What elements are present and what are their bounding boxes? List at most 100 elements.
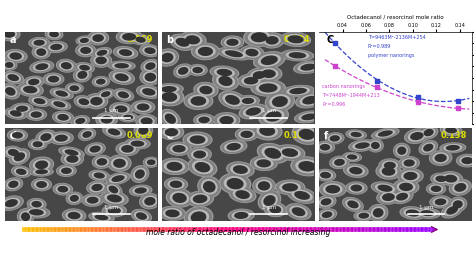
- Ellipse shape: [295, 111, 323, 123]
- Ellipse shape: [50, 87, 74, 100]
- Ellipse shape: [51, 88, 73, 99]
- Ellipse shape: [6, 148, 21, 157]
- Ellipse shape: [281, 49, 314, 61]
- Ellipse shape: [16, 169, 27, 175]
- Ellipse shape: [287, 204, 310, 219]
- Ellipse shape: [259, 83, 277, 92]
- Ellipse shape: [349, 140, 375, 151]
- Ellipse shape: [105, 183, 122, 196]
- Ellipse shape: [10, 103, 34, 115]
- Ellipse shape: [140, 194, 160, 209]
- Ellipse shape: [342, 152, 362, 162]
- Ellipse shape: [287, 35, 304, 43]
- Ellipse shape: [101, 191, 128, 205]
- Ellipse shape: [241, 76, 261, 86]
- Ellipse shape: [352, 141, 373, 150]
- Ellipse shape: [82, 131, 92, 138]
- Ellipse shape: [18, 83, 43, 96]
- Ellipse shape: [105, 206, 123, 215]
- Ellipse shape: [160, 125, 183, 139]
- Ellipse shape: [237, 95, 259, 106]
- Ellipse shape: [261, 55, 278, 65]
- Ellipse shape: [167, 189, 192, 207]
- Ellipse shape: [115, 73, 129, 81]
- Ellipse shape: [91, 54, 111, 67]
- Ellipse shape: [322, 211, 332, 218]
- Ellipse shape: [30, 61, 53, 73]
- Ellipse shape: [3, 30, 15, 38]
- Ellipse shape: [287, 187, 317, 204]
- Ellipse shape: [113, 46, 138, 59]
- Ellipse shape: [216, 74, 235, 88]
- Ellipse shape: [294, 191, 310, 200]
- Ellipse shape: [136, 85, 162, 99]
- Ellipse shape: [375, 129, 395, 138]
- Ellipse shape: [318, 171, 333, 180]
- Ellipse shape: [45, 28, 64, 40]
- Ellipse shape: [203, 181, 216, 193]
- Ellipse shape: [76, 36, 92, 45]
- Ellipse shape: [135, 169, 145, 179]
- Ellipse shape: [7, 51, 24, 61]
- Ellipse shape: [24, 76, 44, 88]
- Ellipse shape: [180, 32, 205, 48]
- Ellipse shape: [323, 183, 343, 195]
- Ellipse shape: [261, 193, 278, 208]
- Ellipse shape: [33, 159, 50, 171]
- Ellipse shape: [423, 144, 433, 152]
- Ellipse shape: [147, 159, 155, 165]
- Ellipse shape: [21, 212, 30, 221]
- Ellipse shape: [441, 125, 462, 136]
- Ellipse shape: [191, 211, 206, 223]
- Ellipse shape: [182, 131, 213, 148]
- Ellipse shape: [96, 113, 117, 126]
- Ellipse shape: [28, 37, 50, 48]
- Ellipse shape: [28, 79, 39, 85]
- Ellipse shape: [131, 34, 150, 46]
- Ellipse shape: [255, 65, 283, 82]
- Ellipse shape: [414, 207, 441, 219]
- Ellipse shape: [109, 174, 127, 183]
- Ellipse shape: [57, 165, 76, 176]
- Ellipse shape: [285, 34, 307, 45]
- Ellipse shape: [3, 177, 23, 191]
- Ellipse shape: [285, 51, 310, 60]
- Ellipse shape: [400, 206, 426, 220]
- Ellipse shape: [85, 195, 100, 205]
- Ellipse shape: [282, 183, 298, 192]
- Text: b: b: [166, 34, 173, 45]
- Text: 1 μm: 1 μm: [262, 205, 276, 210]
- Text: C: C: [327, 34, 334, 45]
- Ellipse shape: [356, 211, 371, 220]
- Ellipse shape: [159, 206, 186, 221]
- Ellipse shape: [183, 92, 213, 110]
- Ellipse shape: [49, 99, 70, 110]
- Ellipse shape: [11, 103, 33, 114]
- Ellipse shape: [397, 168, 424, 184]
- Ellipse shape: [142, 46, 157, 55]
- Ellipse shape: [192, 67, 203, 73]
- Ellipse shape: [373, 208, 383, 217]
- Ellipse shape: [320, 144, 330, 151]
- Ellipse shape: [65, 210, 83, 221]
- Ellipse shape: [47, 98, 71, 110]
- Ellipse shape: [459, 156, 474, 165]
- Ellipse shape: [1, 84, 19, 99]
- Ellipse shape: [94, 214, 109, 220]
- Ellipse shape: [119, 144, 136, 154]
- Ellipse shape: [421, 142, 435, 153]
- Ellipse shape: [145, 62, 155, 70]
- Ellipse shape: [104, 193, 125, 204]
- Ellipse shape: [144, 197, 155, 206]
- Ellipse shape: [380, 192, 397, 202]
- Ellipse shape: [163, 112, 178, 126]
- Ellipse shape: [280, 32, 311, 47]
- Ellipse shape: [91, 155, 112, 169]
- Ellipse shape: [240, 97, 256, 105]
- Ellipse shape: [256, 159, 271, 167]
- Ellipse shape: [32, 46, 50, 59]
- Ellipse shape: [228, 162, 254, 177]
- Ellipse shape: [197, 176, 221, 198]
- Ellipse shape: [264, 202, 287, 217]
- Ellipse shape: [140, 45, 160, 57]
